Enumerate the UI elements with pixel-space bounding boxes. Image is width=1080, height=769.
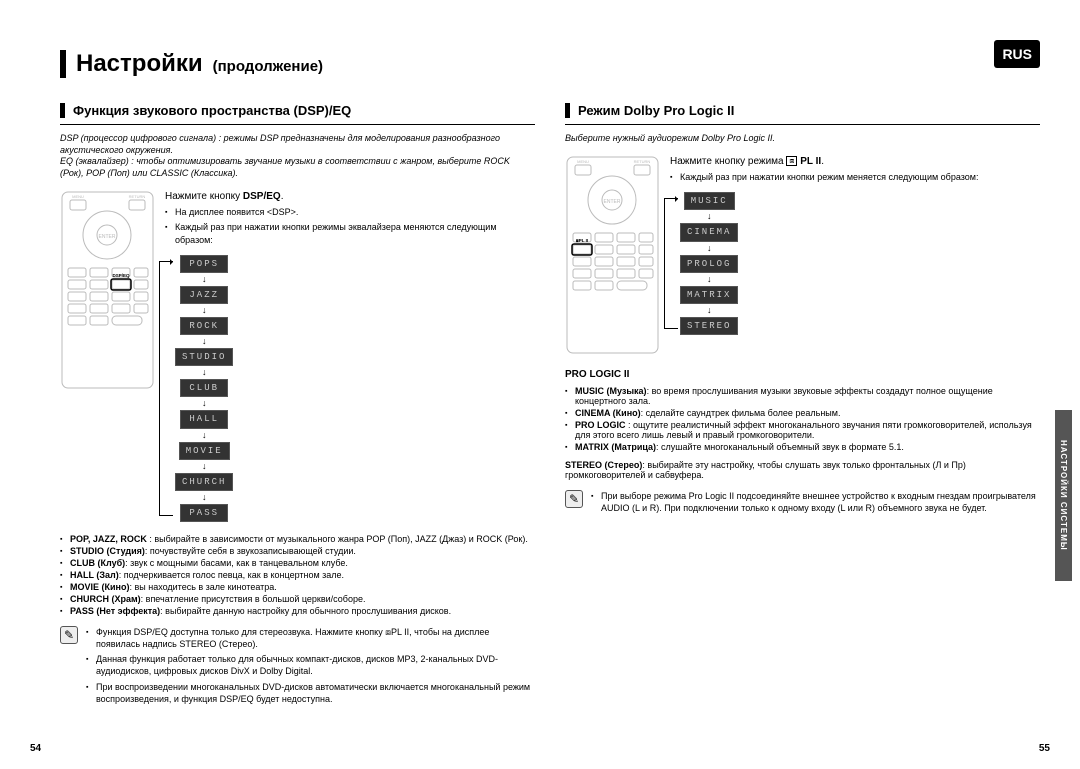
dsp-definitions: POP, JAZZ, ROCK : выбирайте в зависимост… [60, 534, 535, 616]
intro-line: EQ (эквалайзер) : чтобы оптимизировать з… [60, 156, 535, 179]
definition-item: PRO LOGIC : ощутите реалистичный эффект … [565, 420, 1040, 440]
definition-item: HALL (Зал): подчеркивается голос певца, … [60, 570, 535, 580]
note-item: При воспроизведении многоканальных DVD-д… [86, 681, 535, 705]
page-number-left: 54 [30, 743, 41, 754]
note-item: При выборе режима Pro Logic II подсоедин… [591, 490, 1040, 514]
sub-bullet: На дисплее появится <DSP>. [165, 206, 535, 218]
subheading-prologic: PRO LOGIC II [565, 369, 1040, 380]
intro-prologic: Выберите нужный аудиорежим Dolby Pro Log… [565, 133, 1040, 145]
left-column: Функция звукового пространства (DSP)/EQ … [60, 103, 535, 708]
arrow-down-icon: ↓ [707, 244, 712, 253]
display-mode-item: PROLOG [680, 255, 738, 273]
language-badge: RUS [994, 40, 1040, 68]
definition-item: STUDIO (Студия): почувствуйте себя в зву… [60, 546, 535, 556]
display-mode-item: ROCK [180, 317, 228, 335]
definition-item: CINEMA (Кино): сделайте саундтрек фильма… [565, 408, 1040, 418]
svg-text:ENTER: ENTER [99, 234, 116, 240]
svg-text:MENU: MENU [577, 159, 589, 164]
stereo-definition: STEREO (Стерео): выбирайте эту настройку… [565, 460, 1040, 480]
prologic-definitions: MUSIC (Музыка): во время прослушивания м… [565, 386, 1040, 452]
arrow-down-icon: ↓ [202, 493, 207, 502]
arrow-down-icon: ↓ [707, 306, 712, 315]
sub-bullet: Каждый раз при нажатии кнопки режим меня… [670, 171, 1040, 183]
page-title-row: Настройки (продолжение) [60, 50, 1040, 78]
manual-page: RUS Настройки (продолжение) Функция звук… [60, 50, 1040, 749]
definition-item: PASS (Нет эффекта): выбирайте данную нас… [60, 606, 535, 616]
arrow-down-icon: ↓ [202, 275, 207, 284]
definition-item: MOVIE (Кино): вы находитесь в зале кинот… [60, 582, 535, 592]
display-mode-item: POPS [180, 255, 228, 273]
section-heading-prologic: Режим Dolby Pro Logic II [565, 103, 1040, 118]
note-icon: ✎ [60, 626, 78, 644]
arrow-down-icon: ↓ [202, 337, 207, 346]
display-mode-item: CLUB [180, 379, 228, 397]
definition-item: CHURCH (Храм): впечатление присутствия в… [60, 594, 535, 604]
page-title-continuation: (продолжение) [213, 58, 323, 75]
display-mode-item: MUSIC [684, 192, 735, 210]
note-block: ✎ При выборе режима Pro Logic II подсоед… [565, 490, 1040, 517]
section-tab: НАСТРОЙКИ СИСТЕМЫ [1055, 410, 1072, 581]
display-mode-item: JAZZ [180, 286, 228, 304]
definition-item: POP, JAZZ, ROCK : выбирайте в зависимост… [60, 534, 535, 544]
display-mode-item: PASS [180, 504, 228, 522]
note-block: ✎ Функция DSP/EQ доступна только для сте… [60, 626, 535, 708]
display-mode-item: MATRIX [680, 286, 738, 304]
svg-text:RETURN: RETURN [129, 194, 146, 199]
prologic-mode-cycle: MUSIC ↓ CINEMA ↓ PROLOG ↓ MATRIX ↓ STEREO [680, 192, 738, 335]
definition-item: CLUB (Клуб): звук с мощными басами, как … [60, 558, 535, 568]
arrow-down-icon: ↓ [202, 306, 207, 315]
section-heading-dsp: Функция звукового пространства (DSP)/EQ [60, 103, 535, 118]
page-title: Настройки [76, 50, 203, 78]
arrow-down-icon: ↓ [707, 275, 712, 284]
display-mode-item: STUDIO [175, 348, 233, 366]
prologic-icon: ⧈ [786, 156, 797, 167]
remote-illustration: ENTER MENU RETURN [60, 190, 155, 390]
display-mode-item: CHURCH [175, 473, 233, 491]
step-instruction: Нажмите кнопку режима ⧈ PL II. [670, 155, 1040, 169]
sub-bullet: Каждый раз при нажатии кнопки режимы экв… [165, 221, 535, 245]
intro-line: DSP (процессор цифрового сигнала) : режи… [60, 133, 535, 156]
svg-text:MENU: MENU [72, 194, 84, 199]
svg-text:⧈PL II: ⧈PL II [576, 238, 588, 243]
arrow-down-icon: ↓ [202, 431, 207, 440]
dsp-mode-cycle: POPS ↓ JAZZ ↓ ROCK ↓ STUDIO ↓ CLUB ↓ HALL ↓ MOVIE ↓ CH… [175, 255, 233, 522]
arrow-down-icon: ↓ [202, 399, 207, 408]
note-icon: ✎ [565, 490, 583, 508]
display-mode-item: HALL [180, 410, 228, 428]
intro-dsp: DSP (процессор цифрового сигнала) : режи… [60, 133, 535, 180]
note-item: Данная функция работает только для обычн… [86, 653, 535, 677]
display-mode-item: STEREO [680, 317, 738, 335]
remote-illustration: ENTER MENU RETURN [565, 155, 660, 355]
step-instruction: Нажмите кнопку DSP/EQ. [165, 190, 535, 204]
note-item: Функция DSP/EQ доступна только для стере… [86, 626, 535, 650]
display-mode-item: MOVIE [179, 442, 230, 460]
display-mode-item: CINEMA [680, 223, 738, 241]
svg-text:RETURN: RETURN [634, 159, 651, 164]
svg-text:DSP/EQ: DSP/EQ [112, 273, 130, 278]
arrow-down-icon: ↓ [202, 462, 207, 471]
arrow-down-icon: ↓ [707, 212, 712, 221]
definition-item: MATRIX (Матрица): слушайте многоканальны… [565, 442, 1040, 452]
svg-text:ENTER: ENTER [604, 199, 621, 205]
arrow-down-icon: ↓ [202, 368, 207, 377]
page-number-right: 55 [1039, 743, 1050, 754]
right-column: Режим Dolby Pro Logic II Выберите нужный… [565, 103, 1040, 708]
definition-item: MUSIC (Музыка): во время прослушивания м… [565, 386, 1040, 406]
